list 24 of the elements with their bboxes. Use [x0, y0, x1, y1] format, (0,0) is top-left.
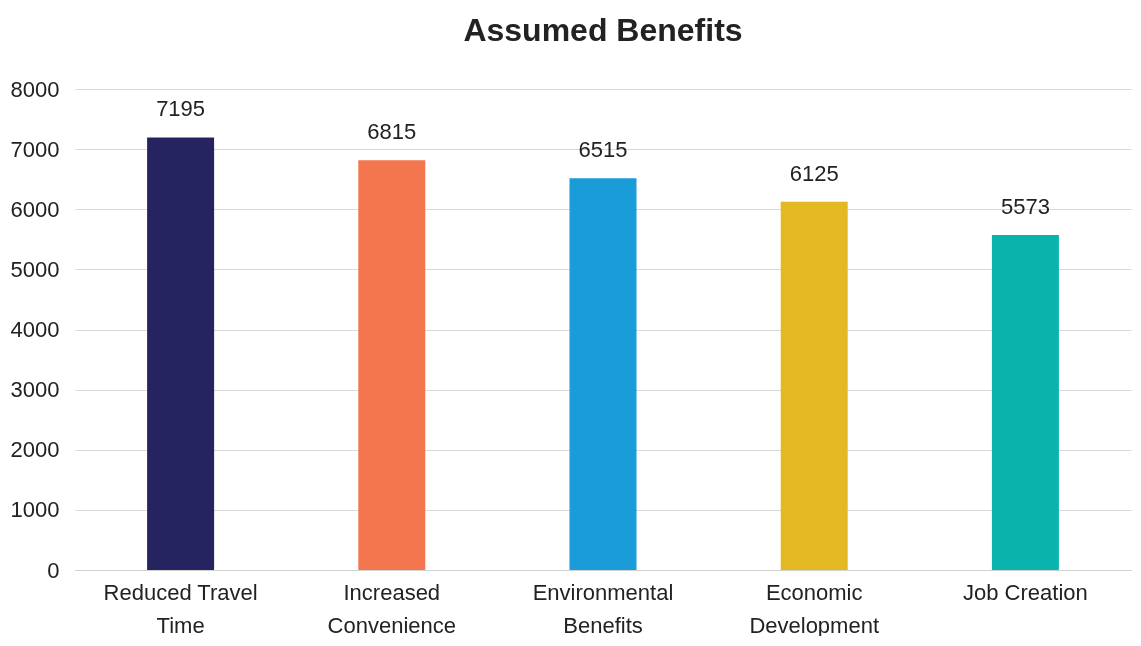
data-label: 6815 — [367, 119, 417, 145]
data-label: 7195 — [156, 96, 206, 122]
y-tick-label: 6000 — [10, 196, 60, 222]
y-tick-label: 3000 — [10, 377, 60, 403]
x-tick-label: Environmental Benefits — [532, 579, 674, 638]
y-tick-label: 4000 — [10, 317, 60, 342]
y-tick-label: 5000 — [10, 256, 60, 282]
data-label: 6125 — [789, 160, 839, 186]
y-tick-label: 7000 — [10, 136, 60, 162]
data-label: 5573 — [1000, 193, 1050, 219]
y-tick-label: 8000 — [10, 76, 60, 102]
bar — [991, 234, 1059, 570]
bar — [569, 178, 637, 570]
bar — [147, 137, 215, 570]
y-tick-label: 2000 — [10, 437, 60, 463]
bar — [780, 201, 848, 570]
chart-title: Assumed Benefits — [463, 12, 743, 48]
bar — [358, 160, 426, 570]
y-tick-label: 1000 — [10, 497, 60, 523]
x-tick-label: Increased Convenience — [327, 579, 457, 638]
x-tick-label: Reduced Travel Time — [103, 579, 258, 638]
data-label: 6515 — [578, 137, 628, 163]
y-tick-label: 0 — [47, 557, 60, 583]
x-tick-label: Job Creation — [963, 579, 1088, 605]
